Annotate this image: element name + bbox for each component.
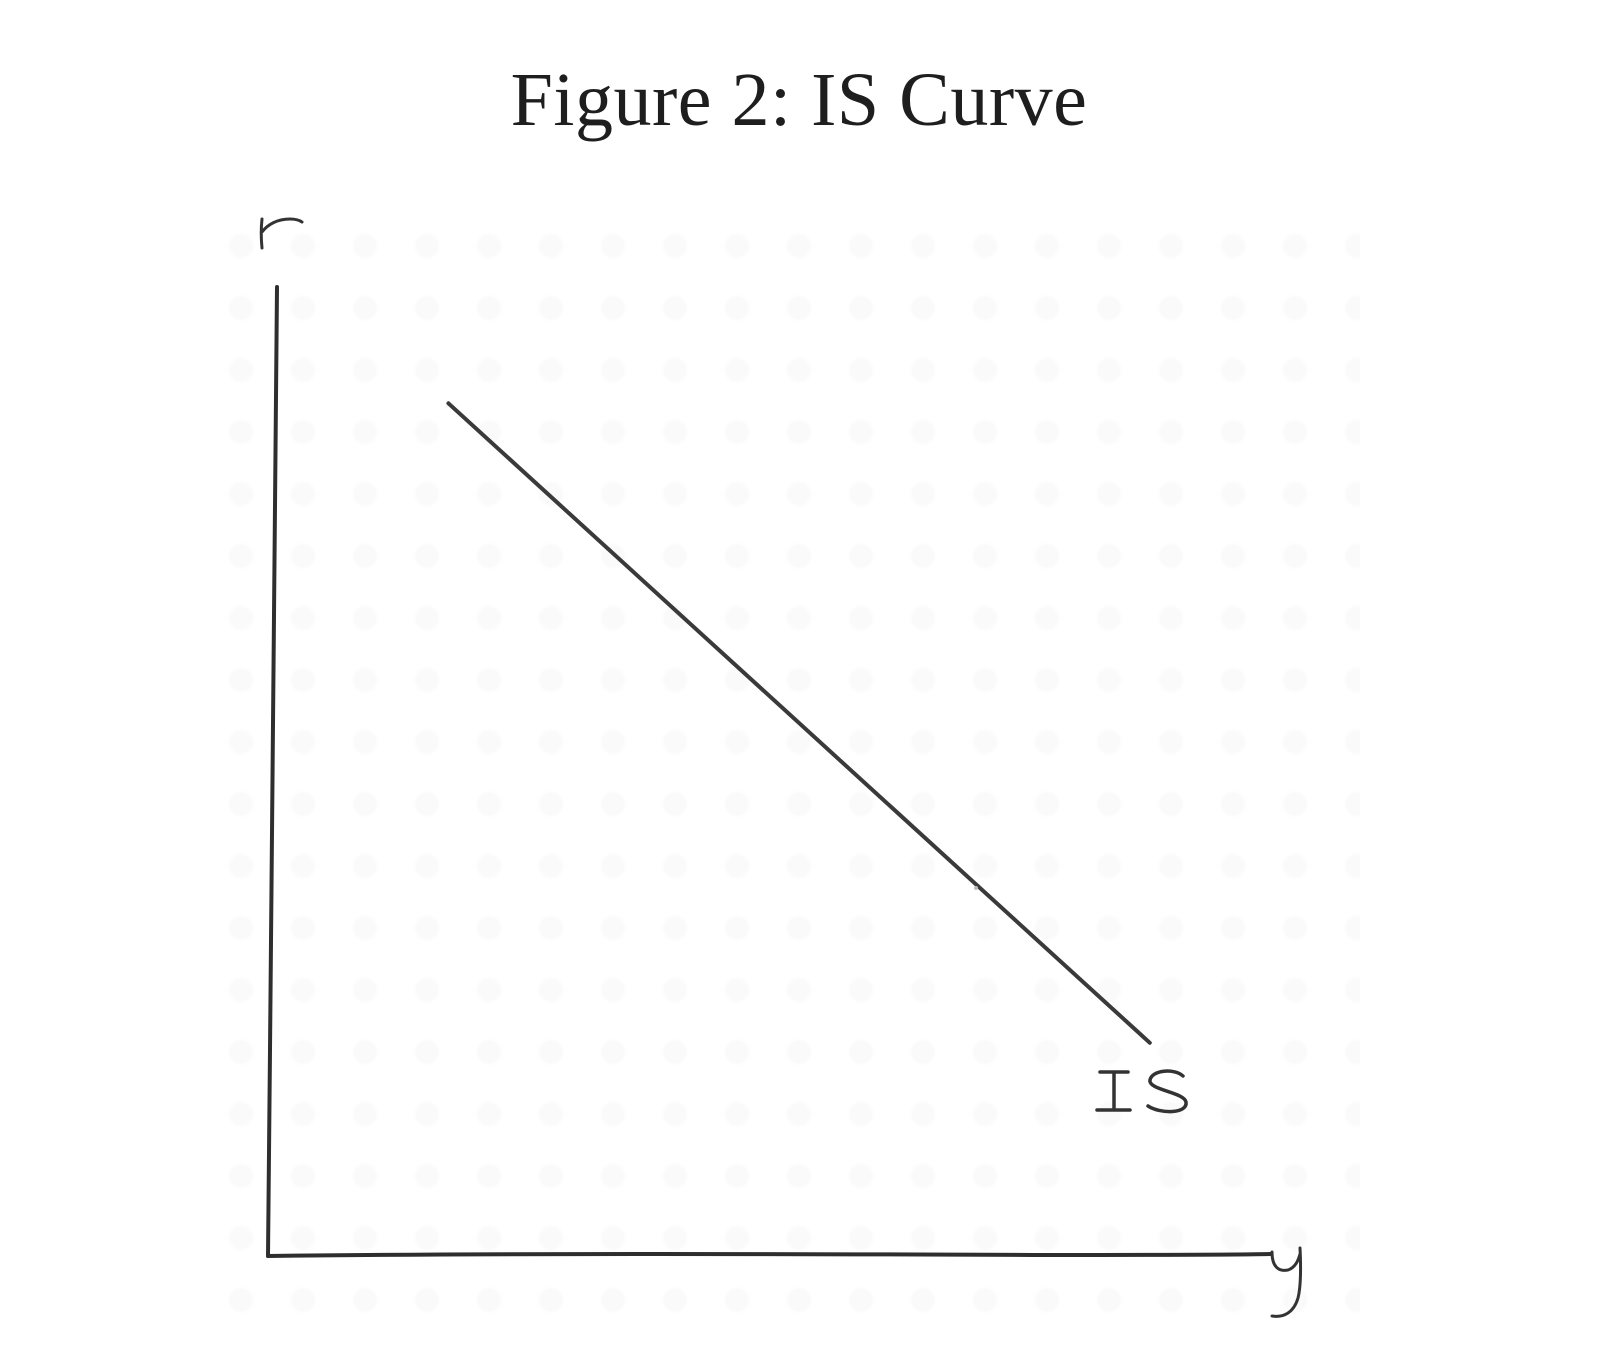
x-axis (266, 1252, 1272, 1258)
x-axis-label: y (1270, 1246, 1303, 1318)
svg-text:IS: IS (1190, 1100, 1191, 1102)
page-title: Figure 2: IS Curve (510, 58, 1088, 142)
svg-text:r: r (258, 249, 259, 251)
series-line-is (446, 401, 1152, 1045)
paper-background (200, 205, 1360, 1325)
y-axis (266, 285, 279, 1258)
series-label-is: IS (1095, 1069, 1191, 1114)
speck (974, 886, 978, 890)
y-axis-label: r (258, 217, 304, 251)
svg-text:y: y (1272, 1299, 1273, 1301)
